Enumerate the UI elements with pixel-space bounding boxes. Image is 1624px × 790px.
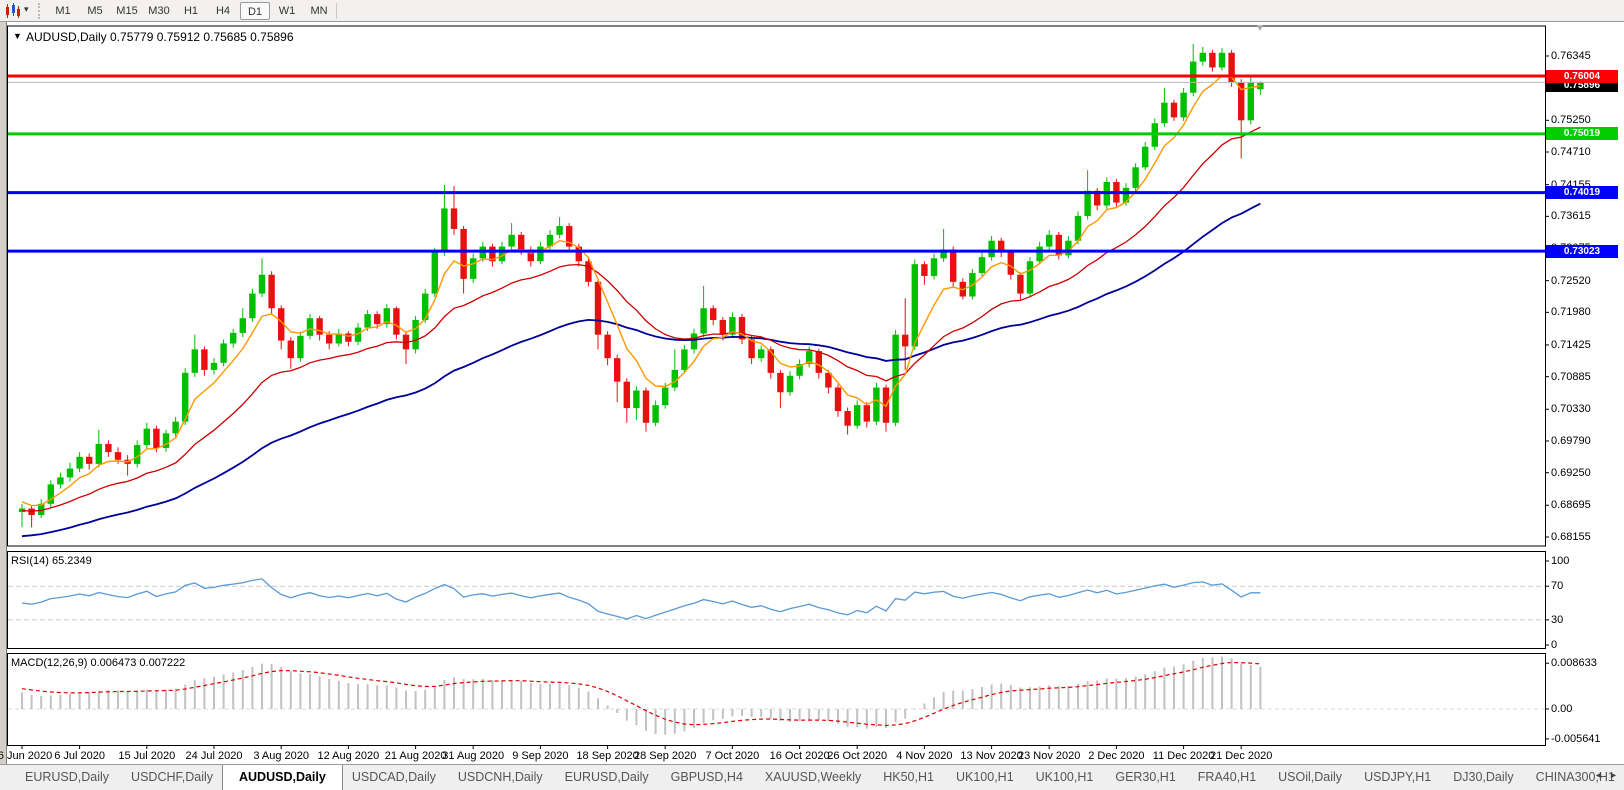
level-price-badge: 0.74019 [1546,186,1618,200]
price-tick-label: 0.68695 [1551,499,1591,512]
date-label: 2 Dec 2020 [1088,750,1145,762]
date-label: 7 Oct 2020 [705,750,760,762]
date-label: 26 Oct 2020 [827,750,888,762]
date-label: 31 Aug 2020 [442,750,505,762]
rsi-tick-label: 70 [1551,580,1564,593]
date-label: 13 Nov 2020 [960,750,1023,762]
price-tick-label: 0.76345 [1551,50,1591,62]
date-label: 24 Jul 2020 [185,750,243,762]
timeframe-button-m5[interactable]: M5 [87,5,103,17]
tab-scroll-right-icon[interactable]: ► [1609,770,1618,780]
date-label: 26 Jun 2020 [0,750,53,762]
price-tick-label: 0.69790 [1551,434,1591,447]
price-tick-label: 0.70330 [1551,403,1591,416]
chart-tab-usdjpy-h1[interactable]: USDJPY,H1 [1364,770,1432,784]
tab-scroll-left-icon[interactable]: ◄ [1594,770,1603,780]
price-tick-label: 0.73615 [1551,210,1591,223]
timeframe-button-w1[interactable]: W1 [278,5,296,17]
macd-pane [8,656,1545,735]
date-label: 15 Jul 2020 [118,750,176,762]
rsi-label: RSI(14) 65.2349 [11,555,92,567]
toolbar-grip[interactable] [38,3,41,19]
date-label: 18 Sep 2020 [576,750,639,762]
chart-tab-audusd-daily[interactable]: AUDUSD,Daily [222,765,343,790]
candlesticks [18,43,1264,528]
level-price-badge: 0.75019 [1546,127,1618,141]
date-label: 9 Sep 2020 [512,750,569,762]
chart-tab-usdchf-daily[interactable]: USDCHF,Daily [131,770,213,784]
macd-label: MACD(12,26,9) 0.006473 0.007222 [11,657,186,669]
timeframe-button-h4[interactable]: H4 [215,5,231,17]
date-label: 21 Dec 2020 [1209,750,1273,762]
chart-title-ohlc: AUDUSD,Daily 0.75779 0.75912 0.75685 0.7… [26,30,294,44]
chart-tab-usdcad-daily[interactable]: USDCAD,Daily [351,770,436,784]
macd-tick-label: 0.008633 [1551,657,1597,670]
level-price-badge: 0.73023 [1546,244,1618,258]
date-label: 28 Sep 2020 [633,750,697,762]
collapse-pane-icon[interactable]: ▼ [13,31,22,41]
chart-tab-eurusd-daily[interactable]: EURUSD,Daily [25,770,110,784]
horizontal-level-lines [8,74,1545,253]
date-label: 21 Aug 2020 [384,750,447,762]
price-tick-label: 0.70885 [1551,370,1591,383]
date-label: 11 Dec 2020 [1152,750,1215,762]
level-price-badge: 0.76004 [1546,69,1618,83]
price-tick-label: 0.72520 [1551,274,1591,287]
chart-type-dropdown-icon[interactable]: ▾ [24,4,29,14]
timeframe-button-d1[interactable]: D1 [240,2,270,20]
date-label: 3 Aug 2020 [253,750,310,762]
timeframe-button-mn[interactable]: MN [310,5,328,17]
date-label: 6 Jul 2020 [54,750,105,762]
pane-borders [7,25,1546,746]
price-tick-label: 0.75250 [1551,114,1591,127]
date-label: 4 Nov 2020 [896,750,953,762]
macd-tick-label: 0.00 [1551,703,1573,715]
axis-tick-marks [21,55,1549,749]
candlestick-chart-icon [6,3,20,18]
rsi-tick-label: 100 [1551,555,1570,567]
price-tick-label: 0.74710 [1551,146,1591,159]
rsi-tick-label: 30 [1551,613,1564,626]
timeframe-button-m1[interactable]: M1 [55,5,71,17]
timeframe-button-m30[interactable]: M30 [148,5,170,17]
chart-tab-dj30-daily[interactable]: DJ30,Daily [1453,770,1514,784]
chart-shift-marker-icon[interactable]: ▼ [1255,23,1265,34]
rsi-tick-label: 0 [1551,639,1558,651]
chart-tab-xauusd-weekly[interactable]: XAUUSD,Weekly [764,770,862,784]
chart-tab-bar: EURUSD,Daily USDCHF,Daily AUDUSD,Daily USDC… [0,764,1624,790]
date-label: 16 Oct 2020 [769,750,830,762]
rsi-pane [8,578,1545,621]
chart-tab-usdcnh-daily[interactable]: USDCNH,Daily [457,770,543,784]
macd-tick-label: -0.005641 [1551,732,1601,745]
chart-tab-eurusd-daily[interactable]: EURUSD,Daily [564,770,649,784]
chart-type-icon[interactable] [4,3,21,19]
chart-tab-usoil-daily[interactable]: USOil,Daily [1278,770,1343,784]
price-tick-label: 0.71425 [1551,338,1591,351]
chart-tab-fra40-h1[interactable]: FRA40,H1 [1197,770,1257,784]
window-edge [0,22,7,790]
chart-tab-uk100-h1[interactable]: UK100,H1 [955,770,1014,784]
chart-tab-hk50-h1[interactable]: HK50,H1 [883,770,934,784]
chart-tab-china300-h1[interactable]: CHINA300,H1 [1535,770,1615,784]
price-tick-label: 0.69250 [1551,466,1591,479]
timeframe-button-m15[interactable]: M15 [116,5,138,17]
chart-tab-gbpusd-h4[interactable]: GBPUSD,H4 [670,770,743,784]
timeframe-button-h1[interactable]: H1 [183,5,199,17]
price-tick-label: 0.71980 [1551,306,1591,319]
chart-tab-ger30-h1[interactable]: GER30,H1 [1115,770,1176,784]
date-label: 12 Aug 2020 [317,750,380,762]
toolbar-separator [336,3,337,19]
moving-average-lines [21,74,1261,538]
chart-tab-uk100-h1[interactable]: UK100,H1 [1035,770,1094,784]
date-label: 23 Nov 2020 [1017,750,1081,762]
timeframe-toolbar: ▾ M1 M5 M15 M30 H1 H4 D1 W1 MN [0,0,1624,22]
price-tick-label: 0.68155 [1551,530,1591,543]
